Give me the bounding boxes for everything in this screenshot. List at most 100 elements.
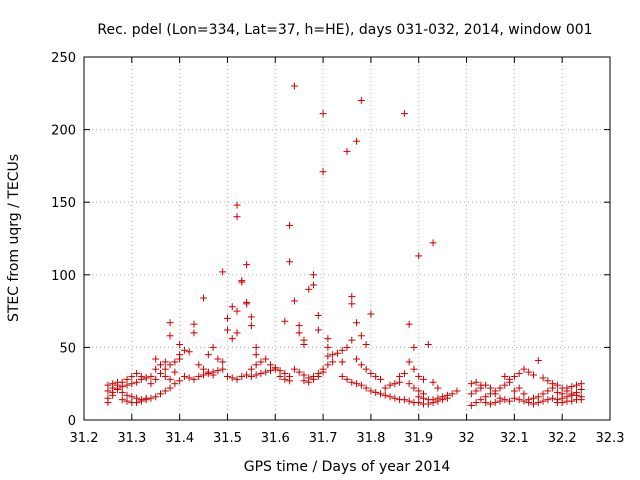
data-point	[276, 372, 284, 380]
data-point	[348, 293, 356, 301]
y-tick-label: 100	[51, 269, 76, 284]
data-point	[243, 298, 251, 306]
data-point	[568, 383, 576, 391]
data-point	[223, 314, 231, 322]
data-point	[510, 387, 518, 395]
data-point	[501, 381, 509, 389]
data-point	[262, 368, 270, 376]
data-point	[147, 380, 155, 388]
data-point	[448, 390, 456, 398]
data-point	[319, 368, 327, 376]
data-point	[310, 281, 318, 289]
x-tick-label: 31.5	[213, 431, 242, 446]
data-point	[214, 367, 222, 375]
data-point	[190, 375, 198, 383]
data-point	[415, 372, 423, 380]
data-point	[405, 380, 413, 388]
data-point	[329, 358, 337, 366]
data-point	[247, 372, 255, 380]
data-point	[157, 370, 165, 378]
data-point	[271, 365, 279, 373]
data-point	[338, 346, 346, 354]
data-point	[300, 377, 308, 385]
x-tick-label: 31.9	[404, 431, 433, 446]
data-point	[137, 375, 145, 383]
data-point	[252, 371, 260, 379]
y-tick-label: 0	[68, 414, 76, 429]
data-point	[362, 384, 370, 392]
data-point	[415, 393, 423, 401]
data-point	[544, 377, 552, 385]
data-point	[372, 388, 380, 396]
data-point	[166, 384, 174, 392]
data-point	[200, 371, 208, 379]
data-point	[348, 336, 356, 344]
data-point	[128, 380, 136, 388]
data-point	[310, 375, 318, 383]
data-point	[391, 394, 399, 402]
data-point	[157, 361, 165, 369]
data-point	[247, 322, 255, 330]
data-point	[176, 377, 184, 385]
data-point	[166, 375, 174, 383]
data-point	[391, 380, 399, 388]
data-point	[525, 399, 533, 407]
data-point	[405, 397, 413, 405]
data-point	[171, 368, 179, 376]
data-point	[534, 356, 542, 364]
data-point	[568, 397, 576, 405]
data-point	[424, 340, 432, 348]
data-point	[529, 400, 537, 408]
axis-ticks: 31.2 31.3 31.4 31.5 31.6 31.7 31.8 31.9 32 32.1 32…	[51, 51, 624, 446]
data-point	[410, 384, 418, 392]
data-point	[209, 343, 217, 351]
data-point	[434, 394, 442, 402]
data-point	[266, 367, 274, 375]
data-point	[133, 370, 141, 378]
data-point	[333, 349, 341, 357]
data-point	[343, 343, 351, 351]
data-point	[491, 390, 499, 398]
data-point	[252, 361, 260, 369]
data-point	[529, 371, 537, 379]
data-point	[420, 394, 428, 402]
data-point	[257, 370, 265, 378]
data-point	[281, 375, 289, 383]
x-tick-label: 31.4	[165, 431, 194, 446]
data-point	[104, 381, 112, 389]
data-point	[324, 352, 332, 360]
data-point	[171, 358, 179, 366]
data-point	[161, 387, 169, 395]
data-point	[176, 340, 184, 348]
data-point	[133, 399, 141, 407]
plot-frame	[83, 56, 611, 421]
data-point	[161, 372, 169, 380]
data-point	[573, 381, 581, 389]
data-point	[247, 313, 255, 321]
data-point	[400, 396, 408, 404]
data-point	[109, 380, 117, 388]
data-point	[420, 375, 428, 383]
data-point	[286, 258, 294, 266]
data-point	[166, 361, 174, 369]
data-point	[314, 311, 322, 319]
data-point	[147, 372, 155, 380]
data-point	[353, 355, 361, 363]
data-point	[286, 377, 294, 385]
data-point	[113, 378, 121, 386]
x-tick-label: 31.7	[309, 431, 338, 446]
data-point	[166, 332, 174, 340]
data-point	[381, 391, 389, 399]
data-point	[118, 396, 126, 404]
x-tick-label: 32.3	[596, 431, 625, 446]
data-point	[520, 365, 528, 373]
data-point	[486, 384, 494, 392]
data-point	[281, 317, 289, 325]
data-point	[400, 370, 408, 378]
x-tick-label: 32.1	[500, 431, 529, 446]
x-tick-label: 32	[458, 431, 475, 446]
data-point	[295, 329, 303, 337]
data-point	[286, 221, 294, 229]
data-point	[152, 393, 160, 401]
